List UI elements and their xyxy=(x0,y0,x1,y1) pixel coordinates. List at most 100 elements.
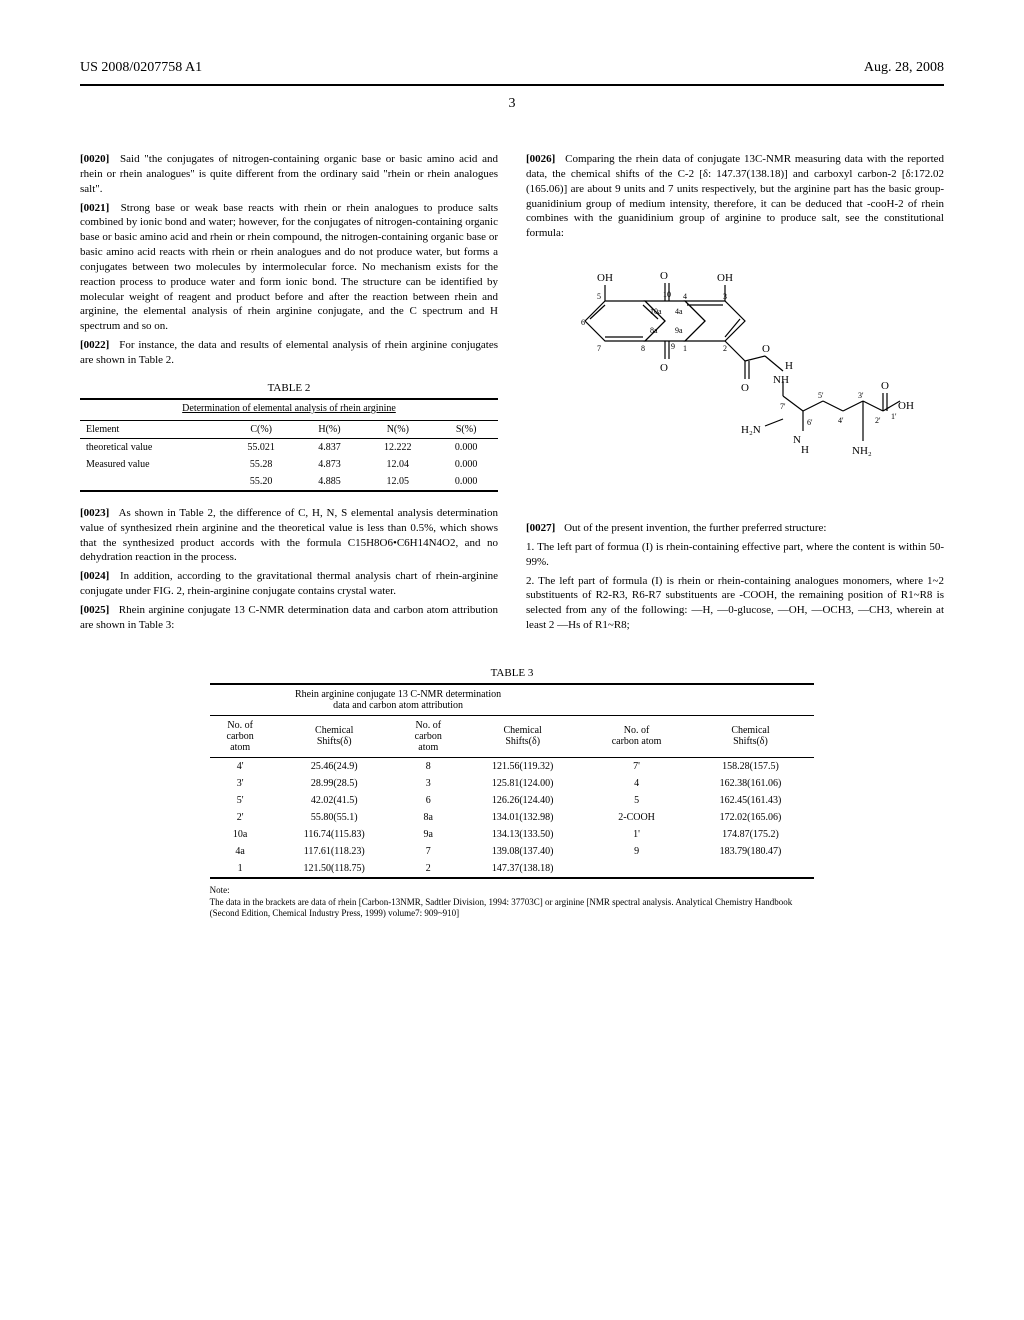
table2-cell: 12.04 xyxy=(361,456,434,473)
table2-header: C(%) xyxy=(225,420,298,438)
para-text: As shown in Table 2, the difference of C… xyxy=(80,507,498,564)
svg-text:2': 2' xyxy=(875,416,881,425)
svg-text:3': 3' xyxy=(858,391,864,400)
paragraph-0027: [0027] Out of the present invention, the… xyxy=(526,521,944,536)
table3-header: No. ofcarbonatom xyxy=(210,715,271,757)
svg-text:10a: 10a xyxy=(650,307,662,316)
table2-cell: Measured value xyxy=(80,456,225,473)
table3-cell: 1' xyxy=(587,826,687,843)
svg-text:7: 7 xyxy=(597,344,601,353)
table2-cell xyxy=(80,473,225,491)
table3-cell: 183.79(180.47) xyxy=(687,843,815,860)
table2-cell: 55.20 xyxy=(225,473,298,491)
chem-label-N: N xyxy=(793,434,801,446)
table2-cell: 55.021 xyxy=(225,438,298,456)
table3-cell: 10a xyxy=(210,826,271,843)
para-text: For instance, the data and results of el… xyxy=(80,339,498,366)
table3-cell: 121.56(119.32) xyxy=(459,757,587,775)
paragraph-0022: [0022] For instance, the data and result… xyxy=(80,338,498,368)
table2-header: S(%) xyxy=(434,420,498,438)
paragraph-0021: [0021] Strong base or weak base reacts w… xyxy=(80,201,498,335)
table3-cell: 2-COOH xyxy=(587,809,687,826)
paragraph-0024: [0024] In addition, according to the gra… xyxy=(80,569,498,599)
table3-cell: 117.61(118.23) xyxy=(271,843,398,860)
table3-cell: 3 xyxy=(398,775,459,792)
page-number: 3 xyxy=(80,96,944,112)
table2-title: Determination of elemental analysis of r… xyxy=(80,399,498,421)
table3-cell xyxy=(687,860,815,878)
para-ref: [0026] xyxy=(526,153,555,165)
table3-header: No. ofcarbonatom xyxy=(398,715,459,757)
table3-cell: 8a xyxy=(398,809,459,826)
table3-cell: 158.28(157.5) xyxy=(687,757,815,775)
table3-cell: 134.01(132.98) xyxy=(459,809,587,826)
svg-text:8: 8 xyxy=(641,344,645,353)
svg-text:2: 2 xyxy=(723,344,727,353)
table3-cell: 7 xyxy=(398,843,459,860)
svg-text:4: 4 xyxy=(683,292,687,301)
table3-cell: 172.02(165.06) xyxy=(687,809,815,826)
svg-text:5: 5 xyxy=(597,292,601,301)
right-column: [0026] Comparing the rhein data of conju… xyxy=(526,152,944,637)
table2-cell: 0.000 xyxy=(434,456,498,473)
table3-cell: 28.99(28.5) xyxy=(271,775,398,792)
chem-label-OH: OH xyxy=(597,272,613,284)
table2-cell: 4.873 xyxy=(298,456,362,473)
para-text: In addition, according to the gravitatio… xyxy=(80,570,498,597)
table2-cell: theoretical value xyxy=(80,438,225,456)
table3-header: ChemicalShifts(δ) xyxy=(271,715,398,757)
para-text: Said "the conjugates of nitrogen-contain… xyxy=(80,153,498,195)
table3-header: No. ofcarbon atom xyxy=(587,715,687,757)
table3-cell: 7' xyxy=(587,757,687,775)
svg-text:3: 3 xyxy=(723,292,727,301)
table3-cell: 2 xyxy=(398,860,459,878)
para-ref: [0027] xyxy=(526,522,555,534)
table2-header: N(%) xyxy=(361,420,434,438)
svg-text:10: 10 xyxy=(663,290,671,299)
table3-cell: 1 xyxy=(210,860,271,878)
table3-caption: TABLE 3 xyxy=(80,667,944,679)
svg-text:6: 6 xyxy=(581,318,585,327)
table2-cell: 4.837 xyxy=(298,438,362,456)
table3-cell: 4' xyxy=(210,757,271,775)
para-text: Comparing the rhein data of conjugate 13… xyxy=(526,153,944,239)
table3-cell xyxy=(587,860,687,878)
doc-date: Aug. 28, 2008 xyxy=(864,60,944,76)
table3: Rhein arginine conjugate 13 C-NMR determ… xyxy=(210,683,815,879)
table3-cell: 147.37(138.18) xyxy=(459,860,587,878)
chem-label-OH: OH xyxy=(898,400,914,412)
svg-text:1': 1' xyxy=(891,412,897,421)
chem-label-O: O xyxy=(660,270,668,282)
table2-cell: 12.05 xyxy=(361,473,434,491)
table3-cell: 5 xyxy=(587,792,687,809)
para-text: Strong base or weak base reacts with rhe… xyxy=(80,202,498,333)
svg-text:7': 7' xyxy=(780,402,786,411)
svg-text:5': 5' xyxy=(818,391,824,400)
paragraph-0026: [0026] Comparing the rhein data of conju… xyxy=(526,152,944,241)
para-text: Out of the present invention, the furthe… xyxy=(564,522,826,534)
chem-label-OH: OH xyxy=(717,272,733,284)
table3-cell: 9 xyxy=(587,843,687,860)
svg-text:4': 4' xyxy=(838,416,844,425)
paragraph-0023: [0023] As shown in Table 2, the differen… xyxy=(80,506,498,565)
table3-note: The data in the brackets are data of rhe… xyxy=(210,897,815,920)
table3-cell: 162.38(161.06) xyxy=(687,775,815,792)
paragraph-0020: [0020] Said "the conjugates of nitrogen-… xyxy=(80,152,498,197)
para-ref: [0023] xyxy=(80,507,109,519)
table3-cell: 126.26(124.40) xyxy=(459,792,587,809)
table2: Determination of elemental analysis of r… xyxy=(80,398,498,492)
para-ref: [0024] xyxy=(80,570,109,582)
svg-text:9a: 9a xyxy=(675,326,683,335)
table3-header: ChemicalShifts(δ) xyxy=(459,715,587,757)
table2-caption: TABLE 2 xyxy=(80,382,498,394)
paragraph-0025: [0025] Rhein arginine conjugate 13 C-NMR… xyxy=(80,603,498,633)
table2-cell: 12.222 xyxy=(361,438,434,456)
paragraph-0027-1: 1. The left part of formua (I) is rhein-… xyxy=(526,540,944,570)
svg-text:1: 1 xyxy=(683,344,687,353)
chem-label-H: H xyxy=(785,360,793,372)
table3-title-line1: Rhein arginine conjugate 13 C-NMR determ… xyxy=(210,689,587,700)
table2-header: H(%) xyxy=(298,420,362,438)
table3-cell: 139.08(137.40) xyxy=(459,843,587,860)
table2-cell: 55.28 xyxy=(225,456,298,473)
doc-number: US 2008/0207758 A1 xyxy=(80,60,202,76)
